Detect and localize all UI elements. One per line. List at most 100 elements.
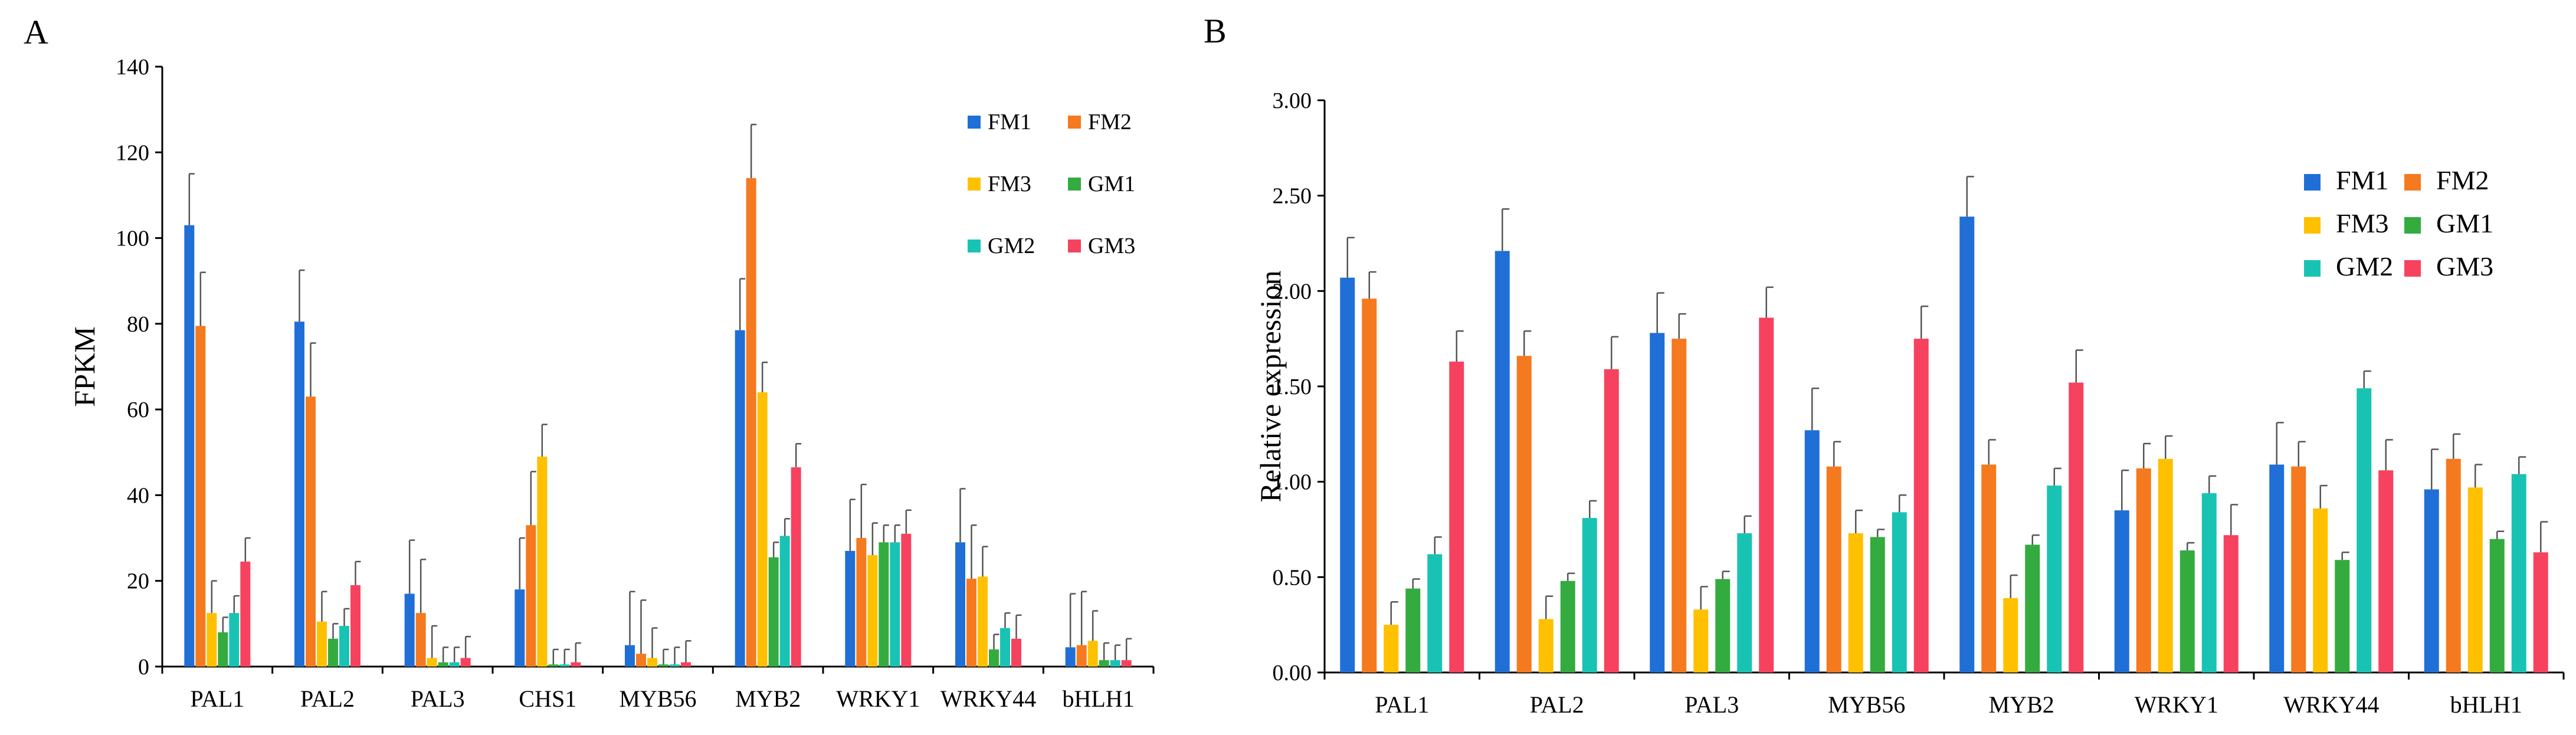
bar-gm3-myb2: [791, 467, 801, 667]
bar-gm3-pal1: [240, 562, 251, 667]
bar-gm1-pal1: [1405, 588, 1421, 672]
bar-gm2-pal1: [229, 613, 240, 667]
bar-fm2-wrky1: [2136, 468, 2151, 672]
panel-letter-b: B: [1204, 12, 1227, 50]
x-tick-label: PAL3: [411, 685, 465, 712]
bar-gm3-bhlh1: [2533, 552, 2548, 672]
y-tick-label: 1.00: [1273, 470, 1312, 495]
bar-gm3-myb2: [2069, 382, 2084, 672]
bar-fm3-wrky1: [2158, 458, 2173, 672]
x-tick-label: PAL3: [1684, 691, 1739, 718]
bar-fm1-wrky1: [845, 550, 856, 667]
bar-gm1-myb56: [658, 664, 668, 667]
bar-gm1-wrky1: [2180, 550, 2195, 672]
y-tick-label: 2.00: [1273, 279, 1312, 304]
y-tick-label: 0.50: [1273, 565, 1312, 590]
bar-gm2-pal2: [339, 625, 349, 667]
bar-gm2-myb2: [2047, 485, 2062, 672]
bar-gm1-wrky44: [2335, 560, 2350, 672]
bar-fm2-bhlh1: [1076, 645, 1087, 667]
legend-label-fm2: FM2: [2436, 165, 2489, 195]
x-tick-label: MYB56: [1828, 691, 1905, 718]
x-tick-label: MYB56: [619, 685, 696, 712]
bar-gm2-myb56: [670, 664, 680, 667]
bar-fm2-chs1: [526, 525, 536, 667]
y-tick-label: 2.50: [1273, 184, 1312, 209]
bar-gm2-wrky1: [890, 542, 900, 667]
legend-label-gm2: GM2: [988, 234, 1035, 258]
legend-swatch-fm1: [968, 116, 981, 129]
bar-gm2-bhlh1: [2511, 474, 2526, 672]
legend-swatch-gm2: [968, 239, 981, 252]
bar-fm3-wrky44: [978, 576, 988, 667]
bar-fm1-pal3: [404, 593, 415, 667]
x-tick-label: PAL1: [1375, 691, 1429, 718]
bar-gm3-pal2: [350, 585, 360, 667]
bar-fm3-pal3: [1693, 609, 1709, 672]
bar-gm1-bhlh1: [1099, 660, 1109, 667]
bar-fm3-wrky1: [867, 555, 878, 667]
legend-swatch-gm1: [2404, 217, 2421, 234]
bar-fm2-myb2: [1981, 464, 1997, 672]
bar-fm1-wrky44: [2269, 464, 2285, 672]
bar-fm2-pal2: [306, 396, 316, 667]
bar-fm1-chs1: [514, 589, 525, 667]
x-tick-label: WRKY1: [2135, 691, 2218, 718]
x-tick-label: bHLH1: [2450, 691, 2522, 718]
bar-fm3-pal1: [1384, 625, 1399, 672]
bar-fm2-wrky44: [966, 579, 976, 667]
bar-gm3-wrky1: [2223, 535, 2239, 672]
x-tick-label: MYB2: [1989, 691, 2054, 718]
bar-gm1-pal1: [218, 632, 228, 667]
bar-gm1-wrky1: [879, 542, 889, 667]
x-tick-label: CHS1: [519, 685, 576, 712]
bar-gm1-bhlh1: [2489, 539, 2505, 672]
bar-fm1-myb56: [1804, 430, 1820, 672]
bar-fm2-pal2: [1516, 356, 1532, 672]
y-tick-label: 140: [116, 55, 149, 80]
bar-fm1-pal1: [184, 225, 195, 667]
y-tick-label: 80: [127, 312, 149, 337]
legend-swatch-fm2: [1068, 116, 1081, 129]
x-tick-label: PAL1: [190, 685, 244, 712]
bar-gm1-wrky44: [989, 649, 999, 667]
bar-gm2-wrky44: [1000, 628, 1010, 667]
bar-gm1-pal3: [1715, 579, 1731, 672]
bar-gm2-myb2: [779, 536, 790, 667]
bar-fm1-bhlh1: [2424, 489, 2439, 672]
legend-swatch-fm2: [2404, 174, 2421, 191]
bar-fm2-myb56: [1826, 466, 1841, 672]
x-tick-label: bHLH1: [1063, 685, 1135, 712]
legend-swatch-fm1: [2304, 174, 2321, 191]
legend-swatch-fm3: [968, 178, 981, 191]
bar-fm2-pal1: [195, 326, 206, 667]
bar-fm2-pal3: [415, 613, 426, 667]
bar-fm1-myb2: [735, 330, 745, 667]
bar-fm3-pal1: [207, 613, 217, 667]
legend-label-fm1: FM1: [988, 110, 1031, 134]
y-tick-label: 1.50: [1273, 375, 1312, 399]
legend-swatch-gm3: [1068, 239, 1081, 252]
bar-gm3-chs1: [571, 662, 581, 667]
bar-fm1-myb2: [1959, 216, 1975, 672]
bar-gm3-pal2: [1604, 369, 1619, 672]
legend-label-fm2: FM2: [1088, 110, 1132, 134]
y-tick-label: 3.00: [1273, 88, 1312, 113]
bar-gm1-chs1: [548, 664, 559, 667]
bar-gm3-pal3: [1759, 317, 1774, 672]
bar-gm1-pal2: [328, 638, 338, 667]
bar-fm3-myb2: [2003, 598, 2018, 672]
bar-fm2-wrky44: [2291, 466, 2306, 672]
legend-label-fm1: FM1: [2336, 165, 2388, 195]
chart-b: 0.00 0.50 1.00 1.50 2.00 2.50 3.00 Relative exp…: [1254, 88, 2565, 718]
bar-gm3-pal1: [1449, 361, 1464, 672]
bar-gm3-bhlh1: [1121, 660, 1132, 667]
bar-gm1-myb56: [1870, 537, 1885, 672]
bar-fm2-bhlh1: [2446, 458, 2461, 672]
bar-gm3-myb56: [681, 662, 691, 667]
x-tick-label: PAL2: [300, 685, 355, 712]
bar-gm1-myb2: [2025, 544, 2040, 672]
bar-gm1-pal3: [438, 662, 448, 667]
